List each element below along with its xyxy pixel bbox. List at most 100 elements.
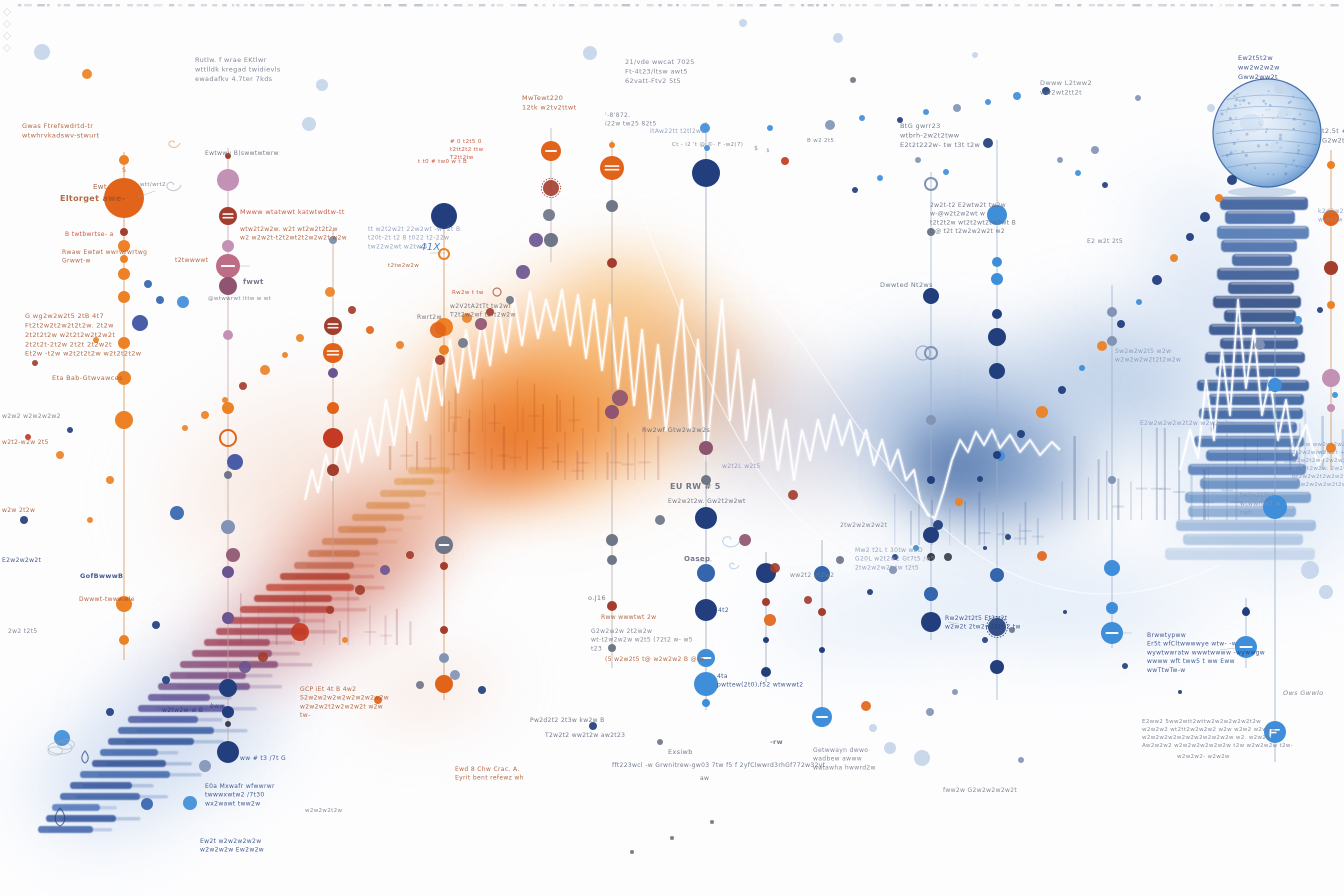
scatter-dot (67, 427, 73, 433)
scatter-dot (326, 606, 334, 614)
annotation-text: w2t2L w2t5 (722, 463, 761, 470)
moon-stipple (1277, 115, 1279, 118)
scatter-dot (239, 661, 251, 673)
swirl-glyph (168, 140, 181, 148)
trail-dot (867, 589, 873, 595)
moon-stipple (1284, 172, 1288, 176)
annotation-text: w2w 2t2w (2, 507, 35, 514)
moon-stipple (1268, 108, 1270, 111)
moon-stipple (1228, 117, 1233, 121)
scatter-dot (850, 77, 856, 83)
timeline-node (118, 337, 130, 349)
annotation-text: Pw2d2t2 2t3w kw2w B (530, 717, 605, 724)
trend-curve (639, 209, 891, 573)
timeline-node (990, 660, 1004, 674)
badge-bar (604, 168, 620, 171)
moon-stipple (1232, 142, 1236, 146)
timeline-node (761, 667, 771, 677)
timeline (812, 540, 832, 727)
microtext-segment (264, 4, 274, 7)
annotation-text: '-8'872. i22w tw25 82t5 (605, 112, 657, 128)
timeline-node (818, 608, 826, 616)
microtext-segment (1225, 4, 1234, 7)
moon-stipple (1253, 165, 1255, 167)
timeline (1263, 330, 1287, 762)
annotation-text: ItAw22tt t2tl2wt (650, 128, 704, 135)
microtext-segment (1116, 4, 1125, 7)
spike-smudge (1019, 529, 1032, 532)
annotation-text: 4ta pwttew(2t0),f52 wtwwwt2 (717, 673, 803, 689)
spike-smudge (1031, 535, 1044, 538)
microtext-segment (1088, 4, 1096, 7)
timeline-node (222, 240, 234, 252)
staircase-bar-echo (389, 492, 443, 496)
scatter-dot (612, 390, 628, 406)
scatter-dot (34, 44, 50, 60)
annotation-text: w2w2w2t2w (305, 808, 342, 814)
annotation-text: Getwwayn dwwo wadbew awww wutawha hwwrd2w (813, 747, 876, 771)
moon-stipple (1296, 152, 1299, 155)
annotation-text: aw (700, 775, 709, 782)
timeline-node (701, 475, 711, 485)
scatter-dot (450, 670, 460, 680)
microtext-segment (1210, 4, 1213, 7)
tower-slab (1183, 534, 1303, 545)
annotation-text: Ows Gwwlo (1283, 689, 1324, 697)
timeline-node (921, 612, 941, 632)
timeline-node (219, 277, 237, 295)
staircase-bar-echo (160, 696, 232, 700)
moon-stipple (1241, 150, 1245, 153)
staircase-bar-echo (347, 528, 403, 532)
microtext-segment (178, 4, 183, 7)
scatter-dot (325, 287, 335, 297)
annotation-text: G wg2w2w2t5 2tB 4t7 Ft2t2w2t2w2t2t2w. 2t2… (25, 312, 142, 358)
microtext-segment (467, 4, 473, 7)
scatter-dot (87, 517, 93, 523)
staircase-bar-echo (185, 674, 273, 678)
spike-smudge (1013, 537, 1026, 540)
microtext-segment (1146, 4, 1153, 7)
microtext-segment (18, 4, 22, 7)
annotation-text: Rw2wf Gtw2w2w2s (642, 426, 710, 434)
microtext-segment (212, 4, 218, 7)
annotation-text: E2ww2 5ww2wtt2wttw2w2w2w2w2t2w w2w2w2 wt2… (1142, 719, 1293, 749)
moon-stipple (1237, 138, 1239, 140)
badge-bar (326, 350, 340, 352)
microtext-segment (496, 4, 504, 7)
timeline-node (1327, 161, 1335, 169)
scatter-dot (416, 681, 424, 689)
microtext-row (18, 4, 1339, 7)
scatter-dot (983, 138, 993, 148)
scatter-dot (892, 554, 898, 560)
moon-stipple (1272, 173, 1275, 176)
scatter-dot (657, 739, 663, 745)
scatter-dot (589, 722, 597, 730)
microtext-segment (153, 4, 163, 7)
timeline-node (814, 566, 830, 582)
timeline-node (695, 507, 717, 529)
microtext-segment (310, 4, 314, 7)
scatter-dot (884, 742, 896, 754)
moon-stipple (1235, 116, 1237, 119)
timeline-node (222, 612, 234, 624)
tower-slab (1176, 520, 1316, 531)
annotation-text: Mw2 t2L t 30tw w2D G20L w2t2w2 Gt7t5 /w5 2… (855, 547, 935, 571)
microtext-segment (568, 4, 575, 7)
white-trend-line (302, 209, 1344, 595)
tower-slab-highlight (1203, 479, 1297, 481)
moon-stipple (1278, 136, 1283, 141)
moon-stipple (1265, 109, 1267, 111)
microtext-segment (667, 4, 673, 7)
microtext-segment (427, 4, 434, 7)
timelines (104, 122, 1340, 763)
scatter-dot (348, 306, 356, 314)
moon-stipple (1230, 132, 1232, 135)
staircase-bar-echo (98, 773, 202, 777)
staircase-bar-echo (49, 828, 113, 832)
moon-stipple (1295, 165, 1298, 168)
staircase-bar-echo (402, 480, 448, 484)
moon-stipple (1264, 102, 1268, 105)
scatter-dot (516, 265, 530, 279)
scatter-dot (106, 476, 114, 484)
scatter-dot (764, 614, 776, 626)
